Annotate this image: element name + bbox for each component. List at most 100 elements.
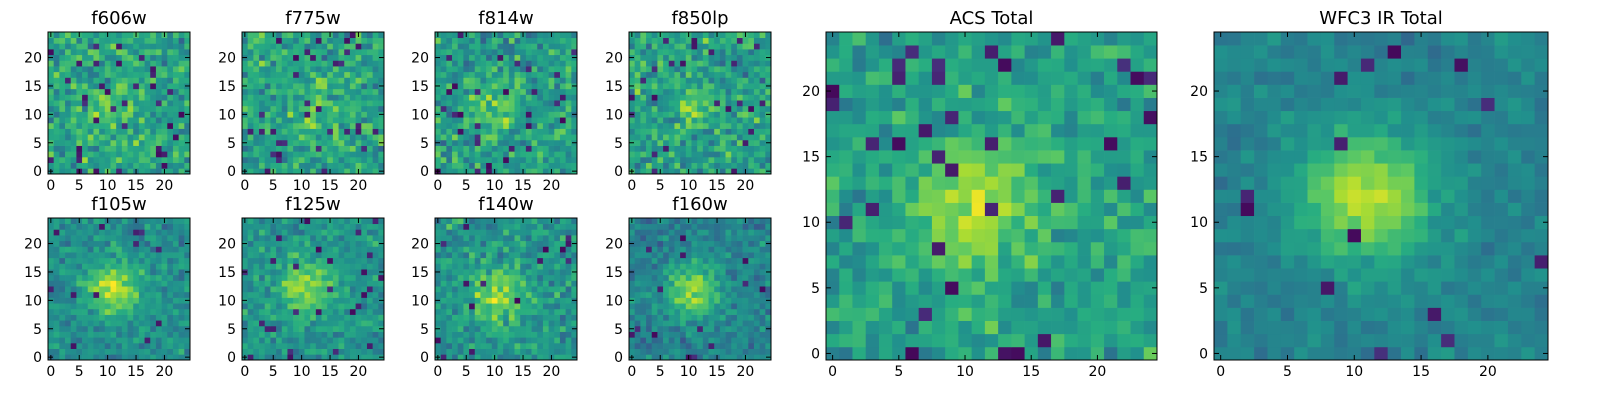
pixel: [355, 134, 362, 141]
pixel: [753, 297, 760, 304]
pixel: [435, 229, 442, 236]
pixel: [99, 218, 106, 225]
pixel: [680, 291, 687, 298]
pixel: [59, 240, 66, 247]
pixel: [150, 54, 157, 61]
pixel: [480, 348, 487, 355]
pixel: [264, 117, 271, 124]
pixel: [719, 162, 726, 169]
pixel: [332, 128, 339, 135]
pixel: [242, 100, 249, 107]
pixel: [525, 263, 532, 270]
pixel: [270, 337, 277, 344]
pixel: [474, 168, 481, 175]
pixel: [327, 342, 334, 349]
pixel: [65, 246, 72, 253]
pixel: [59, 314, 66, 321]
pixel: [640, 274, 647, 281]
pixel: [452, 320, 459, 327]
pixel: [349, 348, 356, 355]
pixel: [253, 257, 260, 264]
pixel: [344, 111, 351, 118]
pixel: [327, 156, 334, 163]
pixel: [491, 122, 498, 129]
pixel: [435, 100, 442, 107]
pixel: [349, 162, 356, 169]
pixel: [242, 94, 249, 101]
pixel: [127, 162, 134, 169]
pixel: [247, 257, 254, 264]
pixel: [525, 246, 532, 253]
pixel: [691, 54, 698, 61]
pixel: [281, 54, 288, 61]
pixel: [440, 60, 447, 67]
pixel: [514, 156, 521, 163]
pixel: [247, 331, 254, 338]
pixel: [657, 280, 664, 287]
pixel: [76, 257, 83, 264]
pixel: [144, 348, 151, 355]
pixel: [446, 286, 453, 293]
pixel: [554, 139, 561, 146]
pixel: [110, 156, 117, 163]
pixel: [161, 286, 168, 293]
pixel: [167, 77, 174, 84]
pixel: [708, 94, 715, 101]
pixel: [714, 297, 721, 304]
image-pixels: [435, 32, 578, 175]
pixel: [531, 291, 538, 298]
pixel: [719, 286, 726, 293]
pixel: [457, 151, 464, 158]
pixel: [281, 342, 288, 349]
pixel: [634, 83, 641, 90]
pixel: [53, 274, 60, 281]
pixel: [150, 337, 157, 344]
pixel: [253, 117, 260, 124]
pixel: [514, 303, 521, 310]
pixel: [127, 94, 134, 101]
pixel: [640, 280, 647, 287]
pixel: [99, 168, 106, 175]
pixel: [753, 88, 760, 95]
y-tick-label: 5: [420, 136, 429, 152]
pixel: [121, 331, 128, 338]
pixel: [110, 117, 117, 124]
pixel: [167, 320, 174, 327]
pixel: [702, 297, 709, 304]
pixel: [287, 139, 294, 146]
pixel: [571, 134, 578, 141]
pixel: [514, 342, 521, 349]
pixel: [554, 151, 561, 158]
pixel: [646, 145, 653, 152]
y-tick-label: 20: [24, 237, 42, 253]
pixel: [259, 257, 266, 264]
pixel: [355, 325, 362, 332]
pixel: [144, 229, 151, 236]
pixel: [714, 325, 721, 332]
pixel: [332, 354, 339, 361]
pixel: [355, 162, 362, 169]
pixel: [748, 105, 755, 112]
pixel: [155, 134, 162, 141]
pixel: [651, 71, 658, 78]
pixel: [99, 77, 106, 84]
pixel: [104, 37, 111, 44]
pixel: [315, 43, 322, 50]
pixel: [651, 286, 658, 293]
pixel: [321, 331, 328, 338]
pixel: [685, 134, 692, 141]
pixel: [731, 105, 738, 112]
y-tick-label: 0: [614, 164, 623, 180]
pixel: [276, 274, 283, 281]
pixel: [554, 325, 561, 332]
pixel: [287, 337, 294, 344]
pixel: [259, 117, 266, 124]
pixel: [640, 354, 647, 361]
pixel: [531, 308, 538, 315]
pixel: [742, 337, 749, 344]
pixel: [93, 117, 100, 124]
pixel: [104, 139, 111, 146]
pixel: [304, 291, 311, 298]
pixel: [714, 314, 721, 321]
pixel: [155, 269, 162, 276]
